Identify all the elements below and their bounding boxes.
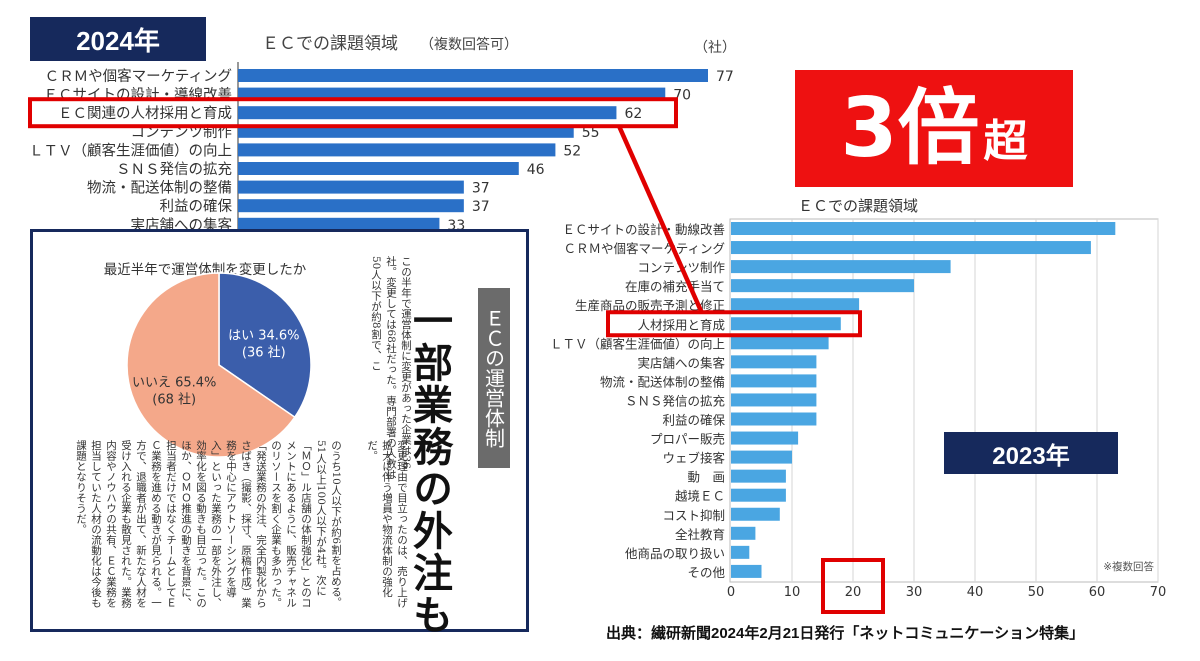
pie-slice-count: (36 社) xyxy=(242,344,286,360)
x-tick-label: 50 xyxy=(1028,585,1045,600)
year-2024-label: 2024年 xyxy=(30,17,206,61)
source-citation: 出典：繊研新聞2024年2月21日発行「ネットコミュニケーション特集」 xyxy=(606,625,1085,642)
value-label-2024: 52 xyxy=(563,143,581,159)
bar-2023 xyxy=(731,488,786,502)
category-label-2024: ＥＣ関連の人材採用と育成 xyxy=(58,105,232,122)
category-label-2023: 生産商品の販売予測と修正 xyxy=(575,298,725,313)
category-label-2023: 全社教育 xyxy=(675,527,725,542)
category-label-2023: ＥＣサイトの設計・動線改善 xyxy=(562,222,725,237)
bar-2023 xyxy=(731,431,799,445)
bar-2023 xyxy=(731,355,817,369)
chart-2024: ＥＣでの課題領域 （複数回答可） （社） ＣＲＭや個客マーケティング 77 ＥＣサイ… xyxy=(28,34,736,234)
x-tick-label: 30 xyxy=(906,585,923,600)
chart-2023-note: ※複数回答 xyxy=(1103,560,1154,573)
category-label-2023: 利益の確保 xyxy=(662,413,725,428)
value-label-2024: 55 xyxy=(582,125,600,141)
category-label-2024: 利益の確保 xyxy=(160,198,233,215)
bar-2024 xyxy=(238,199,464,213)
value-label-2024: 62 xyxy=(624,106,642,122)
bar-2023 xyxy=(731,469,786,483)
value-label-2024: 46 xyxy=(527,162,545,178)
chart-2024-unit: （社） xyxy=(694,40,736,56)
bar-2023 xyxy=(731,393,817,407)
chart-2023-title: ＥＣでの課題領域 xyxy=(798,197,918,215)
bar-2024 xyxy=(238,217,440,231)
connector-arrow xyxy=(616,125,705,315)
bar-2024 xyxy=(238,180,464,194)
x-tick-label: 40 xyxy=(967,585,984,600)
chart-2023-highlight-box xyxy=(606,310,862,338)
bar-2023 xyxy=(731,241,1091,255)
category-label-2024: ＳＮＳ発信の拡充 xyxy=(116,161,232,178)
bar-2024 xyxy=(238,162,519,175)
bar-2023 xyxy=(731,279,914,293)
category-label-2023: ＳＮＳ発信の拡充 xyxy=(625,393,725,408)
ratio-number: 3倍 xyxy=(840,81,980,176)
category-label-2024: ＬＴＶ（顧客生涯価値）の向上 xyxy=(29,142,232,159)
category-label-2023: 他商品の取り扱い xyxy=(625,546,725,561)
category-label-2023: その他 xyxy=(687,565,725,580)
x-tick-label: 20 xyxy=(845,585,862,600)
pie-title: 最近半年で運営体制を変更したか xyxy=(104,261,307,278)
pie-slice-count: (68 社) xyxy=(152,392,196,408)
bar-2023 xyxy=(731,374,817,388)
category-label-2023: ウェブ接客 xyxy=(662,451,725,466)
category-label-2023: 実店舗への集客 xyxy=(637,355,725,370)
category-label-2023: コスト抑制 xyxy=(662,508,725,523)
chart-2024-subtitle: （複数回答可） xyxy=(420,36,518,53)
chart-2024-title: ＥＣでの課題領域 xyxy=(262,34,398,54)
x-tick-label: 0 xyxy=(727,585,735,600)
article-panel: 最近半年で運営体制を変更したか はい 34.6% (36 社) いいえ 65.4%(… xyxy=(30,229,529,632)
bar-2023 xyxy=(731,564,762,578)
category-label-2023: 在庫の補充手当て xyxy=(625,279,725,294)
pie-slice-label: はい 34.6% xyxy=(228,328,299,343)
bar-2023 xyxy=(731,526,756,540)
pie-slice xyxy=(218,272,312,419)
bar-2023 xyxy=(731,545,750,559)
pie-chart: 最近半年で運営体制を変更したか はい 34.6%(36 社) いいえ 65.4%(… xyxy=(104,261,312,458)
article-column-1: この半年で運営体制に変更があった企業は36社。変更しては68社だった。専門部署の… xyxy=(370,256,412,480)
ratio-badge: 3倍超 xyxy=(795,70,1073,187)
x-tick-label: 70 xyxy=(1150,585,1167,600)
category-label-2023: ＬＴＶ（顧客生涯価値）の向上 xyxy=(550,336,725,351)
pie-slice-label: いいえ 65.4% xyxy=(132,376,216,391)
bar-2023 xyxy=(731,450,792,464)
category-label-2023: 越境ＥＣ xyxy=(675,489,725,504)
category-label-2023: プロパー販売 xyxy=(650,432,725,447)
year-2023-label: 2023年 xyxy=(944,432,1118,474)
bar-2024 xyxy=(238,106,617,120)
category-label-2023: 動 画 xyxy=(687,470,725,485)
x-tick-label: 10 xyxy=(784,585,801,600)
article-column-3: のうち10人以下が約6割を占める。51人以上100人以下が4社。次に「ＭＯ」ル店… xyxy=(75,440,342,608)
category-label-2023: 人材採用と育成 xyxy=(637,317,725,332)
category-label-2024: ＣＲＭや個客マーケティング xyxy=(45,68,232,85)
bar-2023 xyxy=(731,260,951,274)
ratio-suffix: 超 xyxy=(983,116,1028,167)
bar-2023 xyxy=(731,222,1116,235)
category-label-2023: ＣＲＭや個客マーケティング xyxy=(563,241,725,256)
bar-2023 xyxy=(731,298,860,312)
chart-2023-tick-highlight xyxy=(821,558,885,614)
category-label-2023: 物流・配送体制の整備 xyxy=(600,374,725,389)
category-label-2024: 物流・配送体制の整備 xyxy=(87,180,232,197)
value-label-2024: 37 xyxy=(472,181,490,197)
x-tick-label: 60 xyxy=(1089,585,1106,600)
bar-2024 xyxy=(238,143,556,157)
bar-2023 xyxy=(731,336,829,350)
pie-slice xyxy=(126,272,296,458)
bar-2024 xyxy=(238,69,708,82)
bar-2023 xyxy=(731,507,780,521)
chart-2024-highlight-box xyxy=(28,97,678,129)
article-headline: 一部業務の外注も xyxy=(406,300,453,636)
chart-2023: ＥＣでの課題領域 0 10 20 30 40 50 60 70 ＥＣサイトの設計・動線改善 ＣＲ… xyxy=(550,197,1167,614)
value-label-2024: 77 xyxy=(716,69,734,85)
bar-2023 xyxy=(731,317,841,331)
value-label-2024: 37 xyxy=(472,199,490,215)
article-column-2: 変更理由で目立ったのは、売り上げ拡大に伴う増員や物流体制の強化だ。 xyxy=(366,440,408,608)
article-section-band: ＥＣの運営体制 xyxy=(478,288,510,468)
bar-2023 xyxy=(731,412,817,426)
